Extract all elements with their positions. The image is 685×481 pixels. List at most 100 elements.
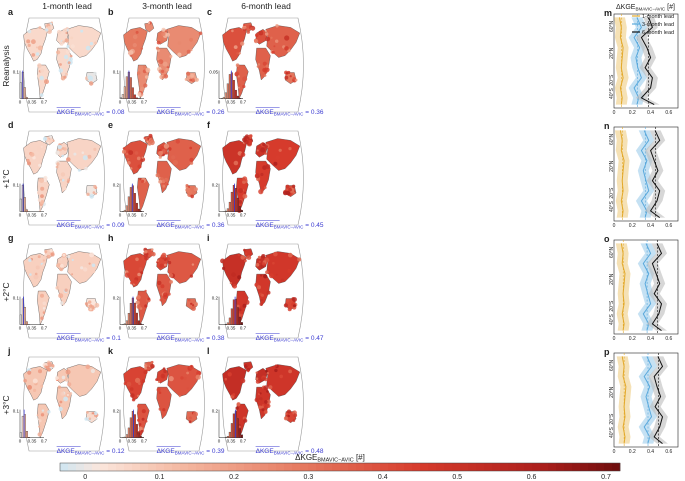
map-cell (39, 200, 45, 205)
map-cell (59, 41, 64, 46)
panel-letter: l (207, 346, 210, 356)
hist-bar (125, 434, 128, 438)
panel-letter: b (108, 7, 114, 17)
map-cell (55, 165, 59, 169)
map-cell (274, 364, 278, 367)
mean-label: ΔKGEBMAVIC−AVIC = 0.12 (57, 448, 125, 456)
map-cell (244, 299, 250, 305)
map-cell (256, 65, 260, 68)
map-cell (175, 139, 180, 144)
hist-y-tick: 0.2 (212, 409, 219, 414)
map-cell (36, 146, 41, 151)
map-cell (137, 418, 140, 422)
panel-letter: a (8, 7, 14, 17)
map-cell (47, 141, 50, 144)
map-cell (266, 399, 271, 405)
continent-sa (37, 64, 50, 100)
map-cell (141, 156, 144, 159)
continent-na (123, 366, 148, 401)
map-cell (220, 258, 225, 264)
map-cell (142, 65, 147, 69)
lat-tick: 40°S (609, 87, 615, 99)
hist-bar (133, 302, 136, 325)
hist-x-tick: 0.7 (41, 326, 48, 331)
lat-tick: 40°S (609, 313, 615, 325)
side-x-tick: 0 (613, 449, 616, 455)
map-cell (164, 263, 167, 267)
map-cell (60, 172, 66, 177)
map-cell (37, 45, 43, 51)
map-cell (291, 184, 296, 188)
continent-af (255, 273, 271, 307)
map-panel: d 0.1 0 0.35 0.7 ΔKGEBMAVIC−AVIC = 0.09 (8, 120, 125, 230)
map-cell (36, 414, 39, 417)
map-cell (285, 184, 290, 189)
map-cell (186, 371, 190, 375)
map-cell (88, 300, 92, 304)
map-cell (160, 146, 164, 150)
hist-x-tick: 0.35 (227, 326, 236, 331)
hist-x-tick: 0.7 (141, 326, 148, 331)
map-cell (141, 379, 146, 383)
map-cell (71, 273, 74, 276)
map-cell (137, 71, 141, 75)
hist-x-tick: 0 (218, 213, 221, 218)
colorbar-cell (548, 463, 557, 471)
map-cell (191, 263, 195, 266)
map-cell (289, 75, 292, 78)
map-cell (224, 377, 228, 381)
map-cell (258, 189, 264, 195)
map-cell (44, 253, 47, 257)
map-cell (240, 152, 246, 157)
map-cell (40, 413, 45, 417)
hist-x-tick: 0.7 (141, 439, 148, 444)
side-x-tick: 0.6 (665, 223, 672, 229)
map-panel: f 0.2 0 0.35 0.7 ΔKGEBMAVIC−AVIC = 0.45 (207, 120, 324, 230)
hist-bar (123, 86, 126, 99)
map-panel: g 0.1 0 0.35 0.7 ΔKGEBMAVIC−AVIC = 0.1 (8, 233, 121, 343)
map-cell (244, 191, 247, 195)
map-panel: c 0.05 0 0.35 0.7 ΔKGEBMAVIC−AVIC = 0.36 (207, 7, 324, 117)
map-cell (157, 380, 160, 383)
map-cell (168, 147, 172, 151)
map-cell (238, 308, 242, 312)
hist-bar (232, 413, 235, 438)
continent-na (222, 140, 247, 175)
map-cell (287, 414, 290, 418)
map-cell (238, 52, 241, 55)
map-cell (66, 180, 70, 184)
colorbar-cell (228, 463, 237, 471)
map-cell (260, 274, 263, 277)
map-cell (26, 39, 31, 44)
hist-bar (238, 206, 241, 212)
colorbar-cell (524, 463, 533, 471)
map-cell (137, 404, 142, 409)
hist-bar (25, 431, 28, 438)
map-cell (61, 375, 66, 380)
profile-legend: 1-month lead 3-month lead 6-month lead (632, 14, 674, 36)
hist-bar (121, 94, 124, 99)
map-cell (70, 44, 75, 49)
profile-line (640, 17, 655, 106)
map-cell (67, 255, 71, 259)
map-cell (32, 378, 38, 384)
map-cell (190, 73, 195, 78)
colorbar-cell (316, 463, 325, 471)
lat-tick: 20°S (609, 74, 615, 86)
map-cell (88, 75, 93, 81)
map-cell (293, 304, 296, 308)
map-cell (265, 369, 268, 373)
map-cell (198, 31, 203, 36)
map-cell (241, 292, 247, 298)
map-cell (138, 426, 143, 431)
mean-label: ΔKGEBMAVIC−AVIC = 0.1 (57, 335, 122, 343)
colorbar-cell (124, 463, 133, 471)
map-cell (261, 254, 266, 259)
mean-label: ΔKGEBMAVIC−AVIC = 0.39 (157, 448, 225, 456)
colorbar-cell (412, 463, 421, 471)
map-cell (237, 83, 241, 87)
map-cell (37, 63, 42, 68)
profile-panel: m 60°N 20°N 20°S40°S 0 0.2 0.4 0.6 (604, 8, 679, 116)
hist-bar (228, 431, 231, 438)
